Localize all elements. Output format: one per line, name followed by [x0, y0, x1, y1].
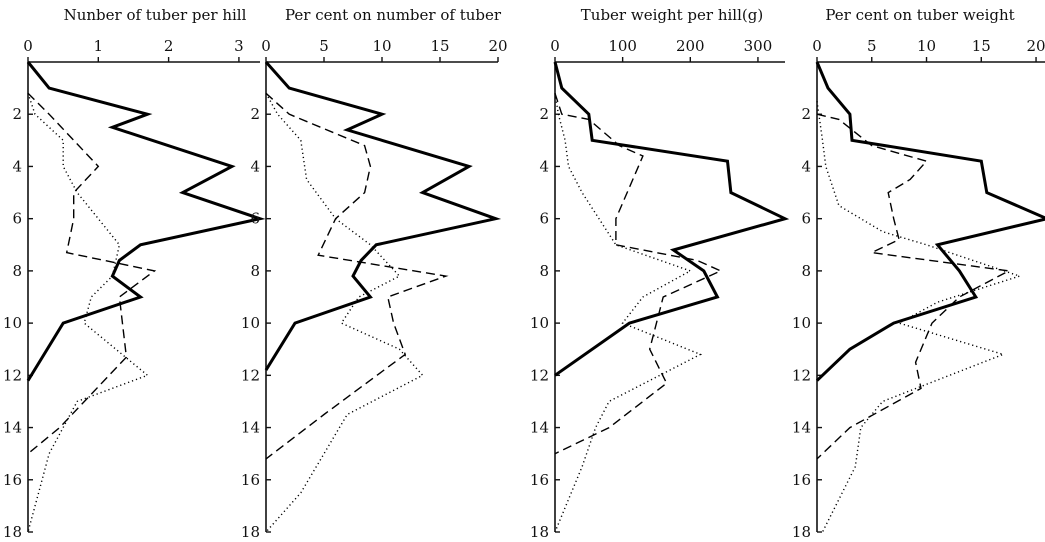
y-tick-label: 4	[539, 157, 549, 175]
y-tick-label: 10	[241, 314, 260, 332]
chart-title: Per cent on tuber weight	[825, 6, 1014, 24]
x-tick-label: 10	[372, 37, 391, 55]
x-tick-label: 100	[608, 37, 637, 55]
y-tick-label: 12	[241, 366, 260, 384]
y-tick-label: 18	[241, 523, 260, 541]
x-tick-label: 0	[261, 37, 271, 55]
x-tick-label: 0	[550, 37, 560, 55]
x-tick-label: 1	[94, 37, 104, 55]
x-tick-label: 15	[430, 37, 449, 55]
y-tick-label: 16	[241, 471, 260, 489]
y-tick-label: 18	[3, 523, 22, 541]
y-tick-label: 6	[539, 210, 549, 228]
series-line-dashed	[27, 92, 157, 455]
series-line-dotted	[27, 93, 149, 533]
y-tick-label: 6	[250, 210, 260, 228]
y-tick-label: 8	[12, 262, 22, 280]
x-tick-label: 300	[744, 37, 773, 55]
series-line-dashed	[816, 113, 1011, 460]
x-tick-label: 0	[23, 37, 33, 55]
y-tick-label: 10	[3, 314, 22, 332]
y-tick-label: 8	[801, 262, 811, 280]
y-tick-label: 4	[250, 157, 260, 175]
y-tick-label: 4	[12, 157, 22, 175]
series-line-solid	[26, 61, 266, 382]
series-line-solid	[815, 61, 1045, 382]
y-tick-label: 12	[530, 366, 549, 384]
x-tick-label: 15	[972, 37, 991, 55]
y-tick-label: 2	[801, 105, 811, 123]
x-tick-label: 200	[676, 37, 705, 55]
chart-panel-3: Tuber weight per hill(g) 0 100 200 300 2 4 6 8 10…	[530, 6, 790, 541]
chart-title: Tuber weight per hill(g)	[581, 6, 763, 24]
series-line-dashed	[554, 93, 723, 455]
y-tick-label: 12	[792, 366, 811, 384]
x-tick-label: 10	[917, 37, 936, 55]
y-tick-label: 6	[12, 210, 22, 228]
y-tick-label: 10	[792, 314, 811, 332]
x-tick-label: 5	[319, 37, 329, 55]
y-tick-label: 14	[3, 419, 22, 437]
y-tick-label: 4	[801, 157, 811, 175]
y-tick-label: 6	[801, 210, 811, 228]
series-line-solid	[553, 61, 790, 377]
y-tick-label: 2	[12, 105, 22, 123]
y-tick-label: 16	[3, 471, 22, 489]
y-tick-label: 8	[250, 262, 260, 280]
series-line-dotted	[816, 101, 1022, 533]
series-line-dotted	[265, 92, 424, 533]
y-tick-label: 16	[530, 471, 549, 489]
chart-title: Per cent on number of tuber	[285, 6, 502, 24]
chart-title: Nunber of tuber per hill	[64, 6, 247, 24]
y-tick-label: 18	[530, 523, 549, 541]
y-tick-label: 2	[539, 105, 549, 123]
y-tick-label: 10	[530, 314, 549, 332]
x-tick-label: 20	[488, 37, 507, 55]
x-tick-label: 5	[867, 37, 877, 55]
y-tick-label: 18	[792, 523, 811, 541]
series-line-dashed	[265, 92, 449, 460]
y-tick-label: 14	[792, 419, 811, 437]
y-tick-label: 14	[530, 419, 549, 437]
x-tick-label: 2	[164, 37, 174, 55]
x-tick-label: 0	[812, 37, 822, 55]
y-tick-label: 8	[539, 262, 549, 280]
series-line-solid	[264, 61, 502, 371]
y-tick-label: 12	[3, 366, 22, 384]
y-tick-label: 2	[250, 105, 260, 123]
y-tick-label: 16	[792, 471, 811, 489]
x-tick-label: 3	[234, 37, 244, 55]
x-tick-label: 20	[1027, 37, 1045, 55]
y-tick-label: 14	[241, 419, 260, 437]
series-line-dotted	[554, 93, 703, 533]
chart-panel-2: Per cent on number of tuber 0 5 10 15 20 2 4 6 8 1…	[241, 6, 508, 541]
